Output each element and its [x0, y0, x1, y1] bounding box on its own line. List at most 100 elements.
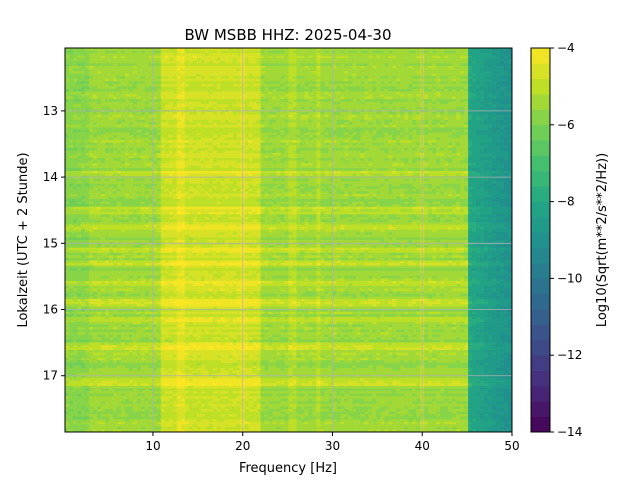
heatmap-cell	[200, 65, 206, 70]
heatmap-cell	[292, 94, 298, 98]
heatmap-cell	[340, 76, 345, 80]
heatmap-cell	[192, 73, 198, 77]
heatmap-cell	[68, 65, 74, 70]
heatmap-cell	[68, 55, 74, 59]
heatmap-cell	[144, 78, 150, 82]
heatmap-cell	[324, 55, 330, 59]
heatmap-cell	[192, 81, 198, 85]
heatmap-cell	[308, 81, 314, 85]
heatmap-cell	[260, 65, 266, 70]
heatmap-cell	[224, 60, 230, 64]
heatmap-cell	[508, 73, 512, 77]
heatmap-cell	[304, 94, 310, 98]
heatmap-cell	[412, 48, 417, 52]
heatmap-cell	[352, 83, 357, 87]
heatmap-cell	[268, 50, 274, 54]
heatmap-cell	[316, 88, 322, 93]
heatmap-cell	[228, 78, 234, 82]
heatmap-cell	[376, 88, 381, 93]
heatmap-cell	[76, 81, 82, 85]
heatmap-cell	[172, 71, 178, 75]
heatmap-cell	[148, 58, 154, 62]
heatmap-cell	[308, 60, 314, 64]
heatmap-cell	[65, 71, 70, 75]
heatmap-cell	[464, 71, 469, 75]
heatmap-cell	[280, 71, 286, 75]
heatmap-cell	[380, 78, 385, 82]
heatmap-cell	[440, 83, 445, 87]
heatmap-cell	[232, 55, 238, 59]
heatmap-cell	[444, 91, 449, 95]
heatmap-cell	[492, 73, 497, 77]
heatmap-cell	[168, 91, 174, 95]
heatmap-cell	[284, 73, 290, 77]
heatmap-cell	[500, 63, 505, 67]
heatmap-cell	[112, 68, 118, 72]
heatmap-cell	[168, 78, 174, 82]
heatmap-cell	[184, 91, 190, 95]
heatmap-cell	[92, 71, 98, 75]
heatmap-cell	[412, 91, 417, 95]
heatmap-cell	[296, 53, 302, 57]
heatmap-cell	[248, 86, 254, 90]
heatmap-cell	[460, 50, 465, 54]
heatmap-cell	[416, 71, 421, 75]
heatmap-cell	[184, 55, 190, 59]
heatmap-cell	[444, 73, 449, 77]
heatmap-cell	[80, 73, 86, 77]
heatmap-cell	[204, 55, 210, 59]
heatmap-cell	[440, 91, 445, 95]
heatmap-cell	[72, 83, 78, 87]
heatmap-cell	[480, 53, 485, 57]
heatmap-cell	[328, 58, 333, 62]
heatmap-cell	[176, 53, 182, 57]
heatmap-cell	[268, 55, 274, 59]
heatmap-cell	[292, 71, 298, 75]
heatmap-cell	[468, 60, 473, 64]
heatmap-cell	[140, 88, 146, 93]
heatmap-cell	[476, 65, 481, 70]
heatmap-cell	[456, 63, 461, 67]
heatmap-cell	[220, 83, 226, 87]
heatmap-cell	[252, 81, 258, 85]
heatmap-cell	[216, 68, 222, 72]
heatmap-cell	[508, 58, 512, 62]
heatmap-cell	[100, 63, 106, 67]
heatmap-cell	[376, 63, 381, 67]
heatmap-cell	[444, 63, 449, 67]
heatmap-cell	[380, 65, 385, 70]
heatmap-cell	[144, 71, 150, 75]
heatmap-cell	[324, 68, 330, 72]
heatmap-cell	[368, 73, 373, 77]
heatmap-cell	[152, 81, 158, 85]
heatmap-cell	[416, 48, 421, 52]
heatmap-cell	[116, 50, 122, 54]
heatmap-cell	[236, 78, 242, 82]
heatmap-cell	[400, 78, 405, 82]
heatmap-cell	[448, 60, 453, 64]
heatmap-cell	[120, 78, 126, 82]
heatmap-cell	[348, 63, 353, 67]
heatmap-cell	[88, 71, 94, 75]
heatmap-cell	[412, 60, 417, 64]
heatmap-cell	[312, 81, 318, 85]
heatmap-cell	[340, 48, 345, 52]
heatmap-cell	[236, 68, 242, 72]
heatmap-cell	[116, 71, 122, 75]
heatmap-cell	[256, 94, 262, 98]
heatmap-cell	[172, 73, 178, 77]
heatmap-cell	[148, 53, 154, 57]
heatmap-cell	[168, 73, 174, 77]
heatmap-cell	[496, 63, 501, 67]
heatmap-cell	[452, 78, 457, 82]
heatmap-cell	[276, 68, 282, 72]
heatmap-cell	[308, 88, 314, 93]
heatmap-cell	[244, 71, 250, 75]
heatmap-cell	[272, 73, 278, 77]
heatmap-cell	[112, 65, 118, 70]
heatmap-cell	[200, 88, 206, 93]
heatmap-cell	[140, 68, 146, 72]
heatmap-cell	[116, 48, 122, 52]
heatmap-cell	[112, 63, 118, 67]
heatmap-cell	[212, 91, 218, 95]
